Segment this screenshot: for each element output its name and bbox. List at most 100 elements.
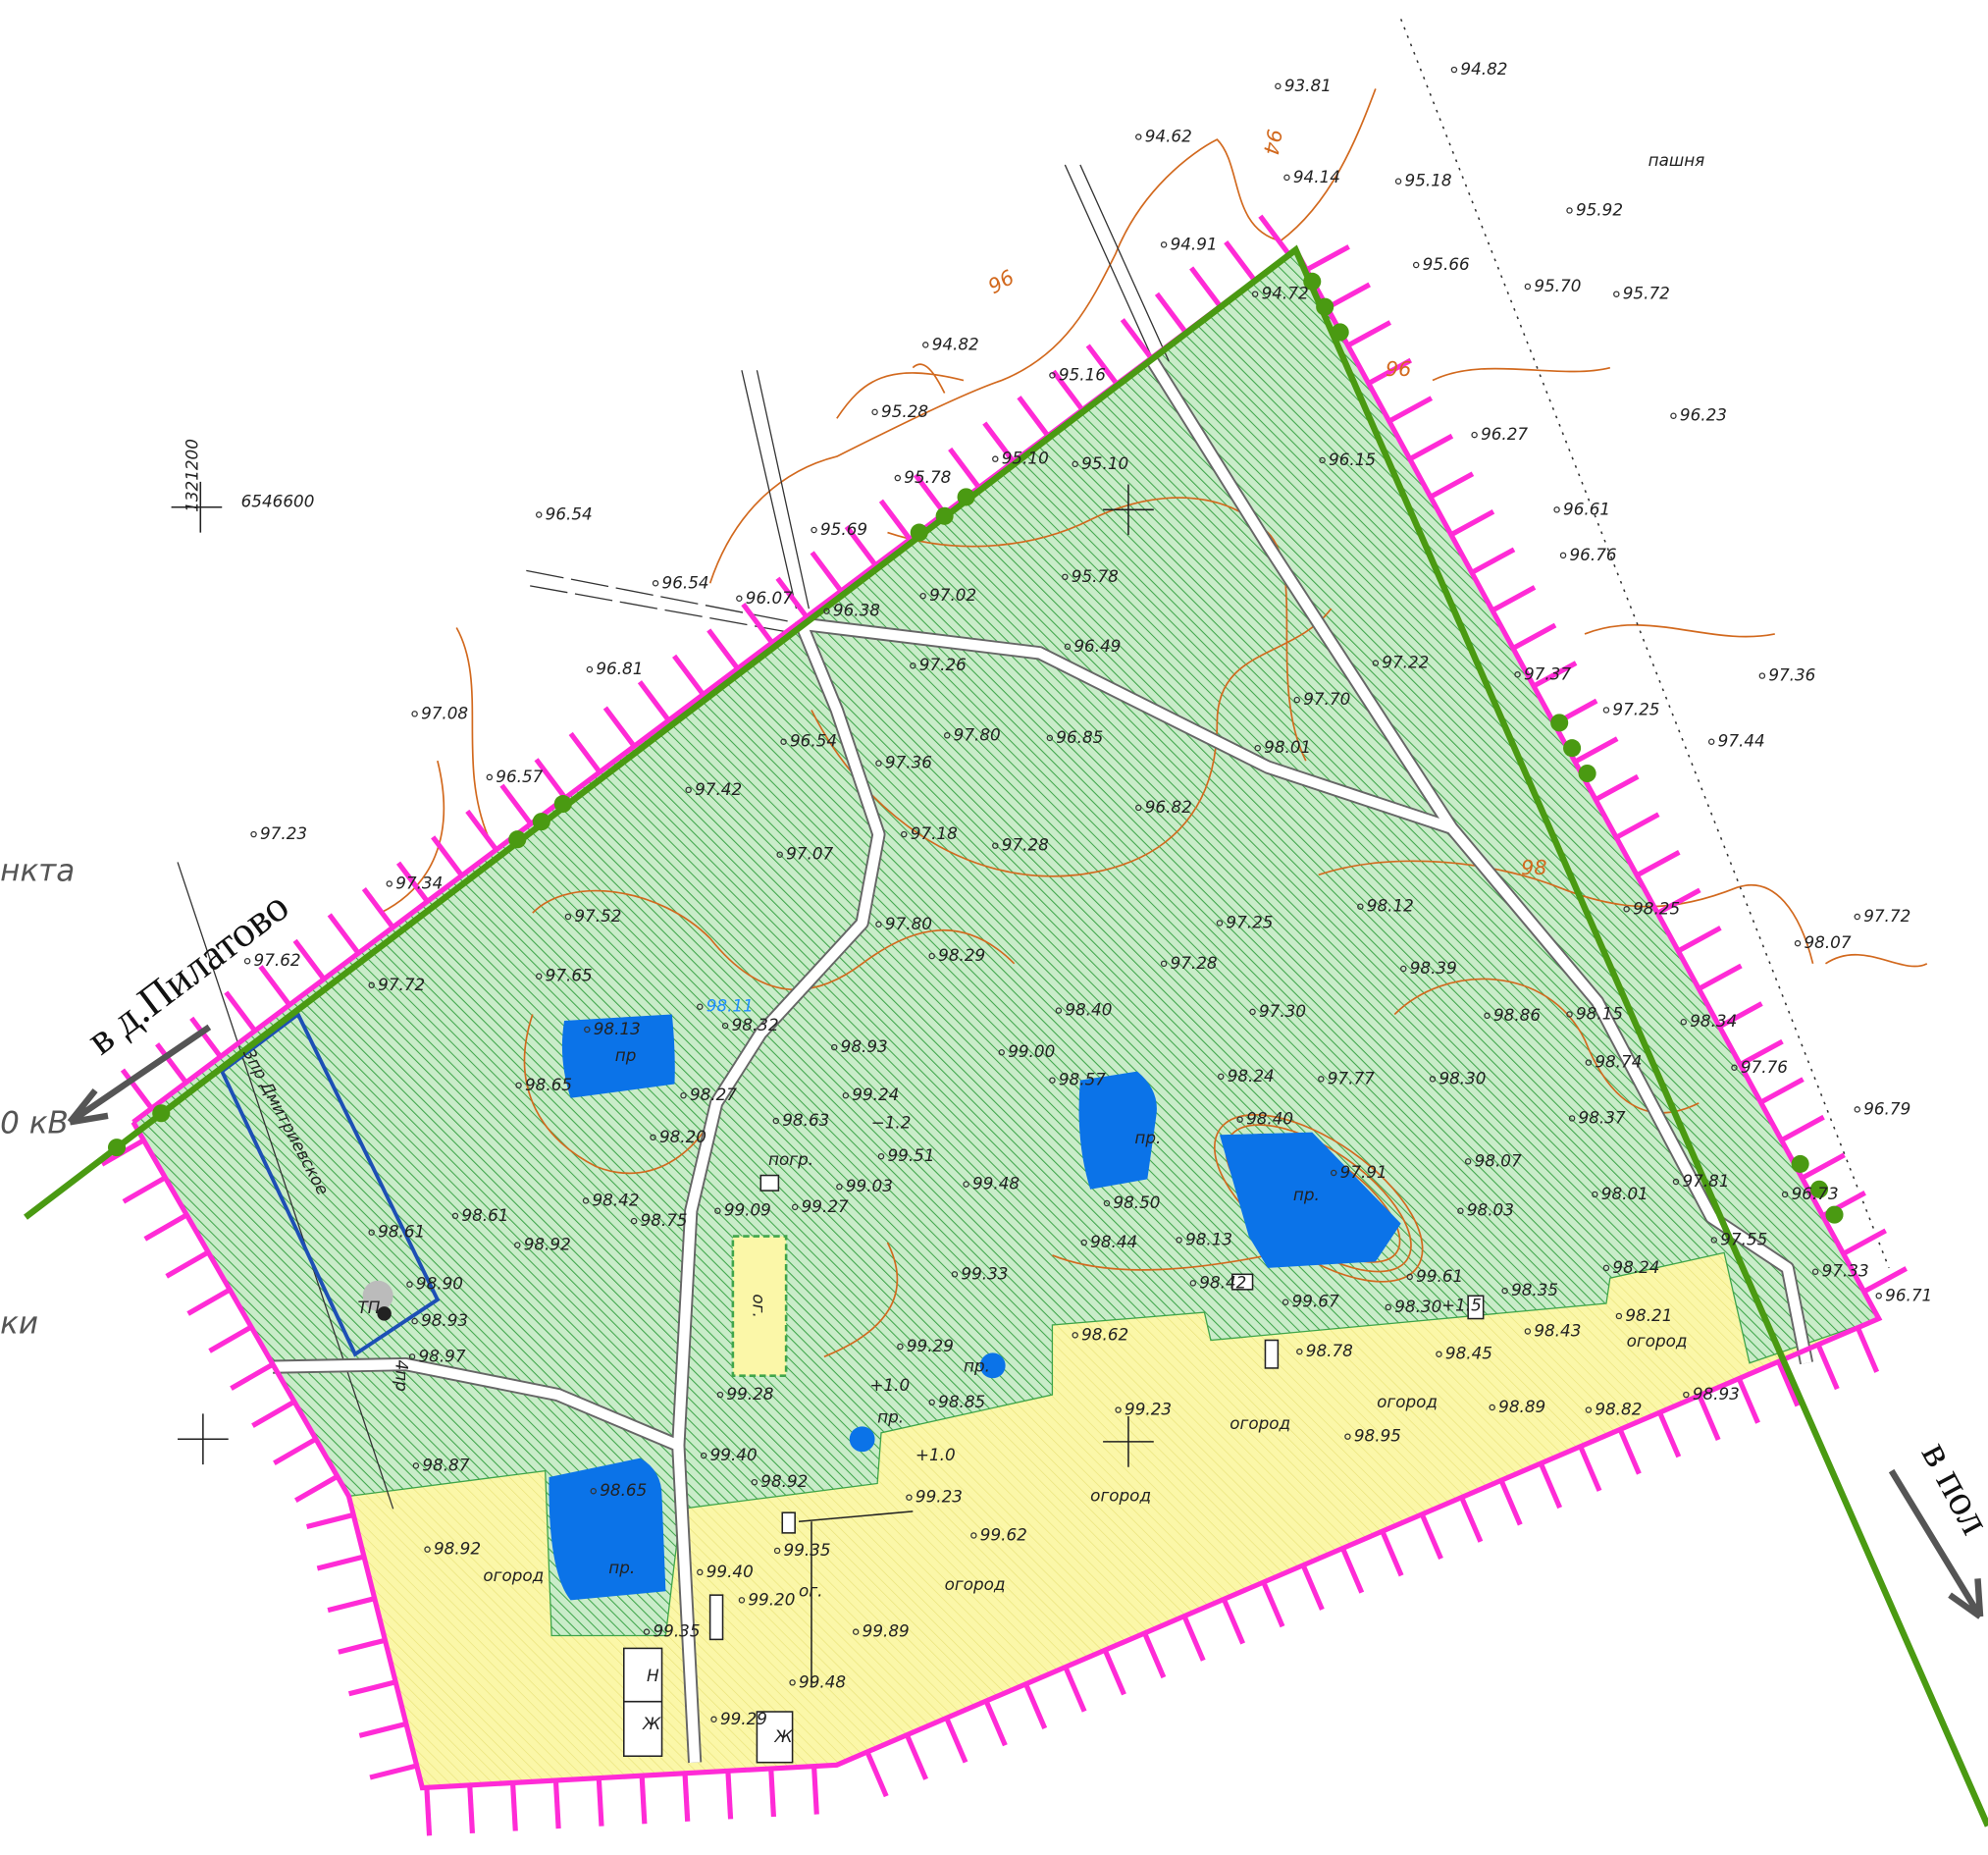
elevation-label: 98.13 xyxy=(1185,1229,1232,1248)
elevation-label: 98.30 xyxy=(1394,1297,1441,1316)
elevation-label: 97.26 xyxy=(919,655,967,674)
elevation-label: 97.36 xyxy=(1768,665,1815,685)
map-label: −1.2 xyxy=(871,1113,912,1133)
elevation-label: 98.42 xyxy=(592,1190,639,1209)
elevation-label: 96.54 xyxy=(662,572,709,592)
boundary-tick xyxy=(1459,1496,1484,1543)
elevation-label: 97.33 xyxy=(1822,1261,1869,1281)
elevation-label: 98.65 xyxy=(600,1480,647,1500)
map-label: ТП xyxy=(357,1298,380,1317)
road-post xyxy=(1563,739,1582,758)
elevation-point xyxy=(1811,1268,1819,1275)
elevation-label: 96.54 xyxy=(546,504,593,523)
elevation-label: 98.85 xyxy=(938,1392,985,1411)
elevation-label: 97.55 xyxy=(1720,1229,1767,1248)
elevation-point xyxy=(875,921,882,928)
boundary-tick xyxy=(1635,850,1681,878)
elevation-label: 93.81 xyxy=(1284,76,1332,95)
elevation-label: 98.93 xyxy=(1693,1384,1740,1404)
map-label: +1.5 xyxy=(1441,1296,1482,1315)
boundary-tick xyxy=(1063,1666,1087,1713)
elevation-label: 98.44 xyxy=(1090,1232,1137,1251)
boundary-tick xyxy=(1300,1564,1325,1611)
road-post xyxy=(152,1104,171,1123)
dashed-road xyxy=(526,569,802,635)
boundary-tick xyxy=(1498,1479,1523,1526)
elevation-point xyxy=(992,455,999,462)
elevation-label: 94.62 xyxy=(1145,127,1192,146)
elevation-label: 95.78 xyxy=(904,467,951,487)
elevation-label: 96.61 xyxy=(1563,499,1610,518)
boundary-tick xyxy=(725,1771,734,1820)
elevation-label: 97.23 xyxy=(260,823,307,843)
elevation-point xyxy=(697,1568,704,1576)
boundary-tick xyxy=(1815,1343,1840,1391)
elevation-label: 95.16 xyxy=(1059,364,1106,384)
boundary-tick xyxy=(768,1768,777,1818)
elevation-label: 96.27 xyxy=(1481,424,1528,444)
elevation-point xyxy=(1568,1115,1576,1122)
elevation-point xyxy=(386,880,393,887)
elevation-point xyxy=(1176,1237,1182,1244)
boundary-tick xyxy=(811,1766,819,1815)
elevation-label: 97.28 xyxy=(1002,835,1049,855)
boundary-tick xyxy=(120,1068,154,1110)
elevation-label: 99.03 xyxy=(846,1176,893,1195)
boundary-tick xyxy=(369,1763,418,1780)
elevation-point xyxy=(1318,1076,1325,1083)
boundary-tick xyxy=(596,1777,604,1827)
elevation-label: 98.42 xyxy=(1199,1272,1246,1292)
elevation-label: 98.20 xyxy=(659,1127,706,1146)
boundary-tick xyxy=(844,524,878,567)
elevation-label: 98.97 xyxy=(418,1346,465,1365)
boundary-tick xyxy=(1538,1462,1563,1510)
edge-fragment: нкта xyxy=(0,853,75,888)
elevation-label: 98.01 xyxy=(1264,737,1311,757)
elevation-label: 97.77 xyxy=(1328,1068,1375,1087)
boundary-tick xyxy=(1261,1581,1285,1628)
elevation-label: 98.24 xyxy=(1228,1066,1275,1086)
elevation-point xyxy=(1672,1178,1680,1186)
elevation-point xyxy=(1254,744,1261,752)
map-label: пр. xyxy=(877,1406,904,1426)
roads xyxy=(272,354,1814,1764)
arrow-left xyxy=(67,1024,212,1126)
elevation-label: 98.92 xyxy=(524,1235,571,1254)
contour xyxy=(523,1014,724,1175)
elevation-label: 95.70 xyxy=(1534,276,1581,295)
elevation-label: 98.39 xyxy=(1410,958,1457,978)
pond xyxy=(561,1014,675,1098)
elevation-label: 97.34 xyxy=(395,873,443,892)
arrow-right xyxy=(1888,1468,1984,1619)
boundary-tick xyxy=(1614,812,1660,840)
elevation-label: 98.57 xyxy=(1059,1070,1106,1089)
boundary-tick xyxy=(1367,357,1413,386)
elevation-point xyxy=(630,1217,638,1225)
boundary-tick xyxy=(1780,1114,1825,1142)
elevation-point xyxy=(564,913,572,921)
elevation-point xyxy=(408,1353,416,1360)
elevation-point xyxy=(411,1317,418,1325)
road-post xyxy=(910,523,928,542)
boundary-tick xyxy=(682,1773,691,1822)
elevation-point xyxy=(243,958,251,965)
elevation-point xyxy=(1249,1008,1256,1016)
boundary-tick xyxy=(1656,887,1701,916)
boundary-tick xyxy=(982,421,1016,463)
road-post xyxy=(1303,272,1322,291)
elevation-label: 97.36 xyxy=(885,753,932,772)
boundary-tick xyxy=(292,938,327,981)
elevation-point xyxy=(1330,1169,1337,1177)
boundary-tick xyxy=(122,1175,167,1204)
elevation-label: 99.48 xyxy=(799,1671,846,1691)
boundary-tick xyxy=(465,809,498,852)
elevation-label: 98.29 xyxy=(938,945,985,965)
elevation-label: 97.80 xyxy=(885,914,932,933)
elevation-point xyxy=(1585,1406,1593,1413)
boundary-tick xyxy=(1842,1228,1887,1256)
elevation-point xyxy=(1283,174,1290,182)
contour xyxy=(1432,366,1928,968)
boundary-tick xyxy=(1578,1445,1602,1492)
elevation-point xyxy=(776,851,783,858)
